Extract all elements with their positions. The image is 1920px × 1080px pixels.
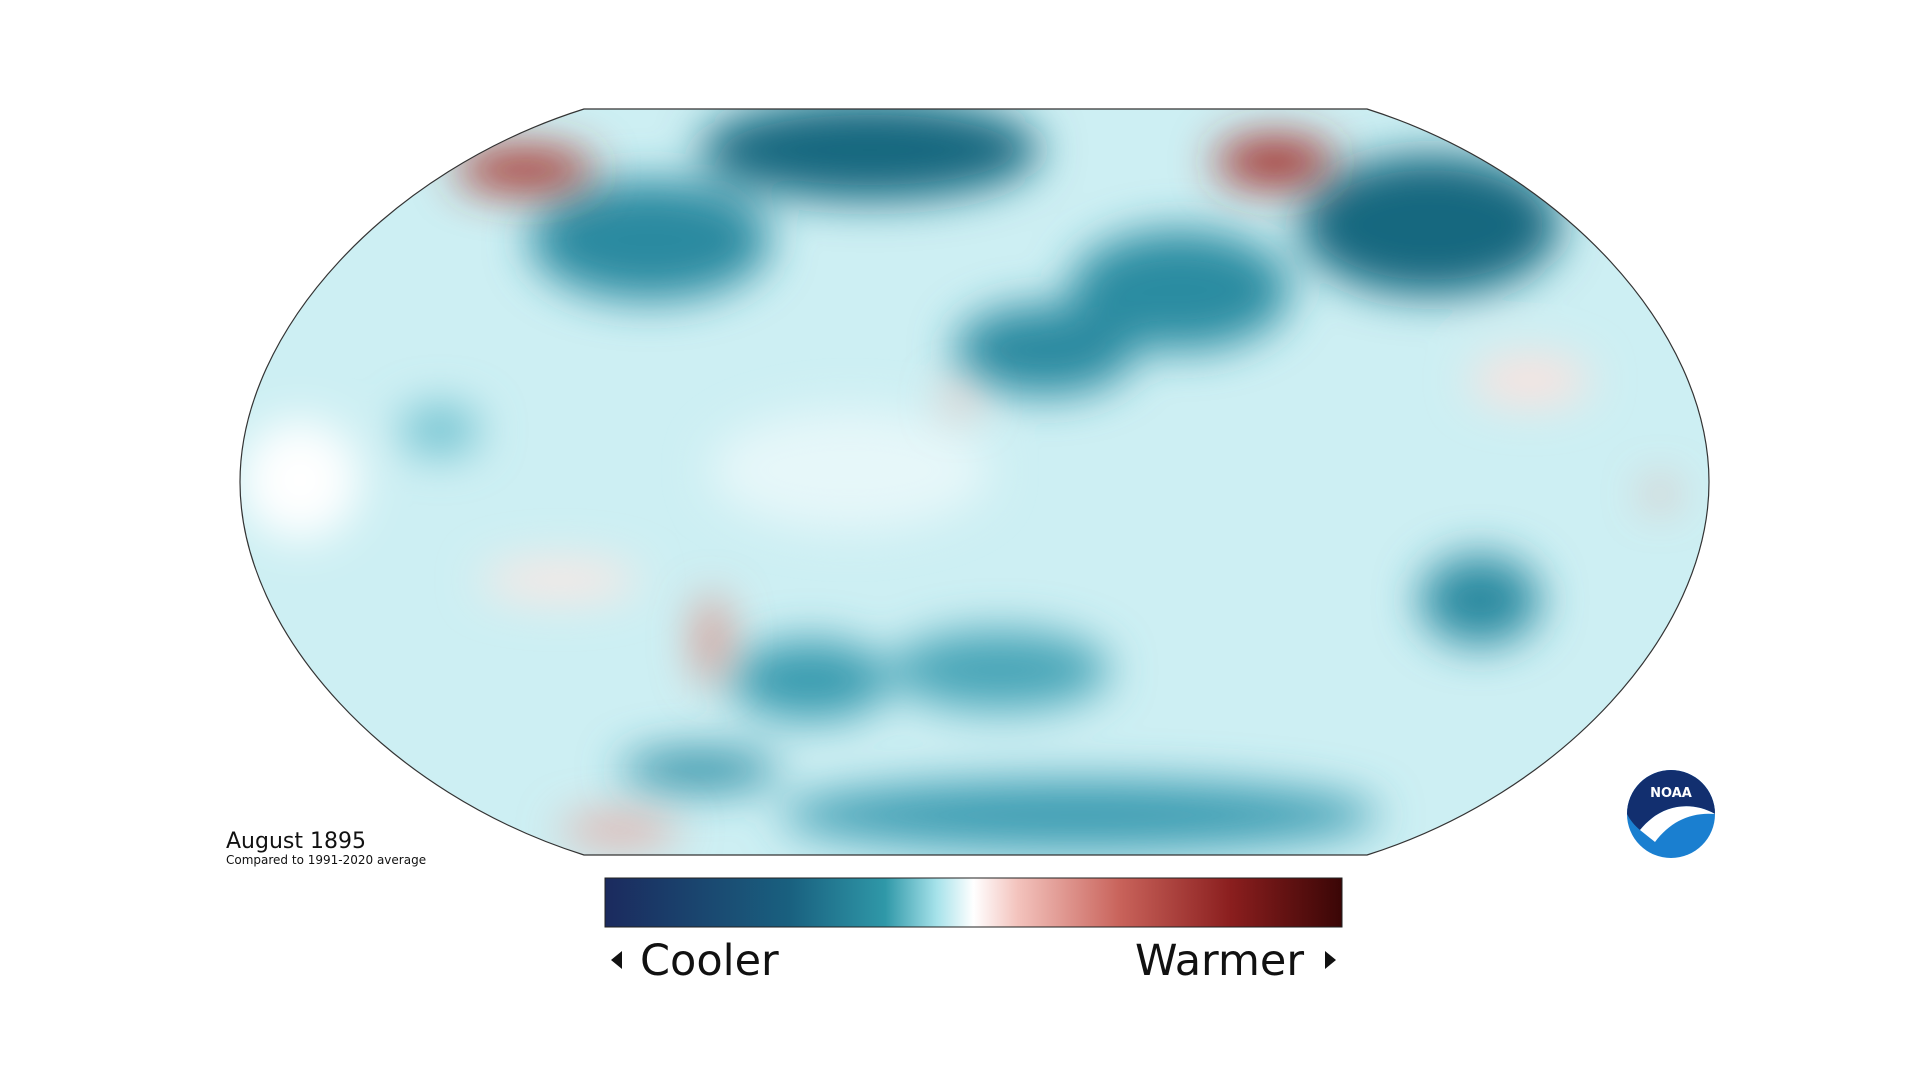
noaa-logo: NOAA	[1627, 770, 1715, 858]
legend-high-label: Warmer	[1135, 936, 1304, 986]
legend-low-label: Cooler	[640, 936, 779, 986]
arrow-right	[1325, 951, 1336, 969]
logo-text: NOAA	[1650, 786, 1692, 801]
anomaly-map	[240, 109, 1709, 855]
arrow-left	[611, 951, 622, 969]
map-title: August 1895	[226, 829, 366, 854]
map-outline	[239, 108, 1710, 856]
color-bar	[604, 877, 1343, 928]
map-subtitle: Compared to 1991-2020 average	[226, 853, 426, 867]
